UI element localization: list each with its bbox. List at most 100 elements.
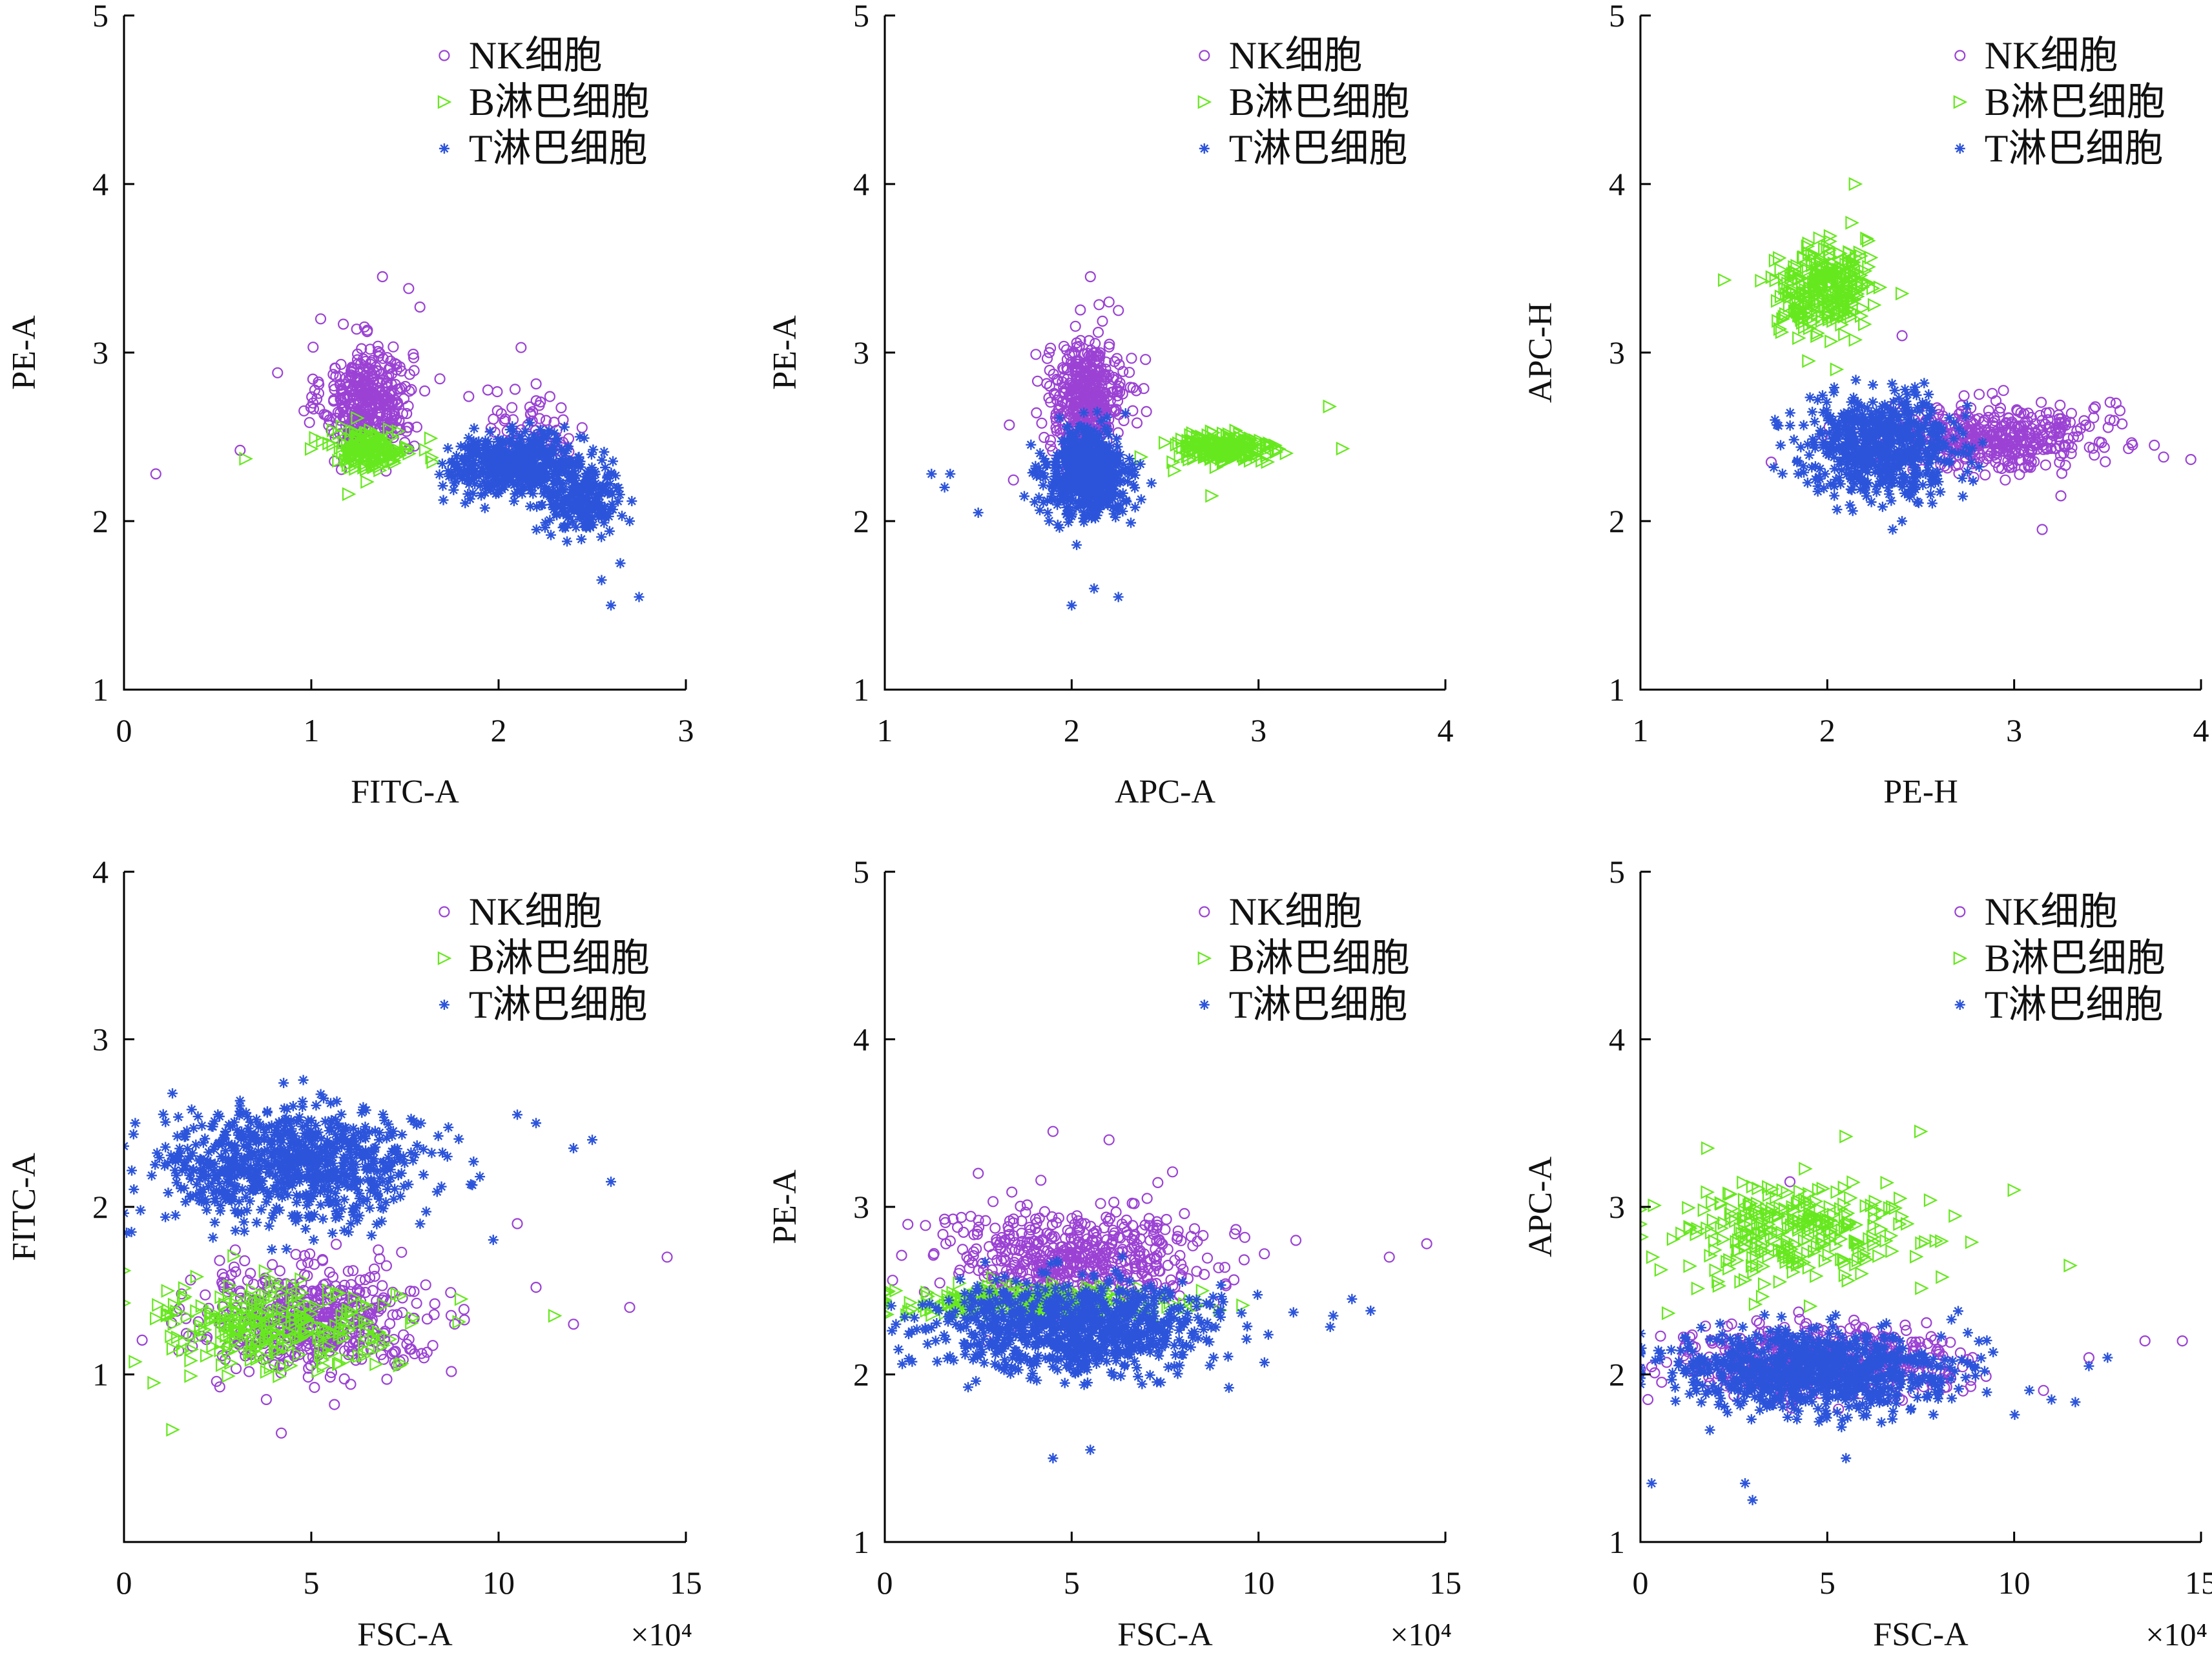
t-point bbox=[926, 468, 937, 479]
nk-point bbox=[1031, 375, 1044, 387]
t-point bbox=[570, 478, 581, 489]
b-point bbox=[344, 1305, 358, 1319]
nk-point bbox=[2005, 427, 2016, 438]
b-point bbox=[373, 454, 388, 469]
t-point bbox=[191, 1139, 202, 1150]
nk-point bbox=[354, 1286, 366, 1297]
t-point bbox=[1952, 447, 1963, 458]
nk-point bbox=[2054, 426, 2066, 437]
t-point bbox=[1888, 436, 1899, 447]
nk-point bbox=[1057, 395, 1069, 407]
t-point bbox=[1076, 442, 1087, 453]
t-point bbox=[1889, 447, 1900, 458]
t-point bbox=[230, 1225, 241, 1236]
b-point bbox=[316, 434, 330, 448]
t-point bbox=[530, 477, 541, 488]
t-point bbox=[1029, 466, 1040, 477]
b-point bbox=[184, 1369, 198, 1383]
t-point bbox=[1038, 453, 1049, 464]
t-point bbox=[1065, 493, 1076, 504]
t-point bbox=[322, 1135, 333, 1146]
b-point bbox=[1221, 449, 1236, 464]
t-point bbox=[500, 474, 511, 485]
nk-point bbox=[1130, 385, 1142, 396]
t-point bbox=[1897, 452, 1908, 463]
b-point bbox=[334, 1324, 348, 1339]
t-point bbox=[1857, 428, 1868, 439]
t-point bbox=[539, 522, 550, 533]
nk-point bbox=[335, 385, 347, 397]
t-point bbox=[523, 456, 534, 467]
t-point bbox=[566, 484, 577, 495]
nk-point bbox=[211, 1375, 222, 1387]
t-point bbox=[254, 1153, 265, 1164]
b-point bbox=[1826, 314, 1841, 328]
t-point bbox=[1866, 418, 1877, 429]
nk-point bbox=[385, 387, 397, 399]
nk-point bbox=[307, 1285, 318, 1297]
t-point bbox=[1057, 436, 1068, 447]
b-point bbox=[1801, 263, 1816, 278]
nk-point bbox=[316, 1253, 328, 1266]
t-point bbox=[1077, 450, 1088, 461]
t-point bbox=[552, 433, 563, 444]
t-point bbox=[508, 496, 519, 507]
t-point bbox=[1916, 434, 1927, 445]
t-point bbox=[1915, 469, 1926, 480]
b-point bbox=[1183, 453, 1197, 467]
b-point bbox=[452, 1315, 467, 1329]
t-point bbox=[462, 440, 473, 451]
nk-point bbox=[624, 1302, 636, 1313]
t-point bbox=[1094, 504, 1105, 515]
nk-point bbox=[375, 1302, 387, 1315]
nk-point bbox=[360, 1286, 371, 1299]
legend-label: B淋巴细胞 bbox=[1985, 81, 2165, 123]
t-point bbox=[281, 1244, 292, 1255]
t-point bbox=[1846, 429, 1857, 440]
t-point bbox=[588, 483, 599, 494]
nk-point bbox=[1111, 390, 1123, 402]
nk-point bbox=[1118, 415, 1130, 427]
t-point bbox=[1768, 462, 1779, 473]
t-point bbox=[1834, 441, 1845, 452]
t-point bbox=[1888, 473, 1899, 484]
b-point bbox=[329, 1319, 344, 1333]
t-point bbox=[367, 1156, 378, 1167]
nk-point bbox=[365, 1308, 377, 1320]
b-point bbox=[152, 1298, 166, 1312]
t-point bbox=[1836, 465, 1847, 476]
nk-point bbox=[463, 391, 475, 402]
t-point bbox=[1846, 484, 1857, 495]
t-point bbox=[1852, 404, 1863, 415]
t-point bbox=[315, 1200, 326, 1211]
t-point bbox=[1048, 476, 1059, 487]
t-point bbox=[1770, 415, 1781, 426]
b-point bbox=[271, 1280, 286, 1294]
y-tick-label: 1 bbox=[853, 672, 869, 708]
b-point bbox=[262, 1324, 276, 1339]
t-point bbox=[1112, 441, 1123, 452]
nk-point bbox=[420, 1279, 431, 1291]
t-point bbox=[1879, 439, 1890, 450]
t-point bbox=[525, 485, 536, 496]
y-axis-label: PE-A bbox=[6, 315, 43, 390]
b-point bbox=[329, 1286, 344, 1301]
t-point bbox=[510, 441, 521, 452]
nk-point bbox=[362, 366, 373, 378]
t-point bbox=[1829, 490, 1840, 501]
t-point bbox=[524, 434, 535, 445]
t-point bbox=[1840, 440, 1851, 451]
nk-point bbox=[428, 1309, 440, 1321]
b-point bbox=[1833, 246, 1847, 260]
t-point bbox=[570, 522, 581, 533]
t-point bbox=[1920, 469, 1931, 480]
b-point bbox=[1845, 267, 1859, 282]
t-point bbox=[1958, 447, 1969, 458]
t-point bbox=[1066, 600, 1077, 611]
b-point bbox=[230, 1291, 245, 1306]
t-point bbox=[581, 499, 592, 510]
nk-point bbox=[338, 1373, 350, 1384]
b-point bbox=[160, 1307, 175, 1321]
